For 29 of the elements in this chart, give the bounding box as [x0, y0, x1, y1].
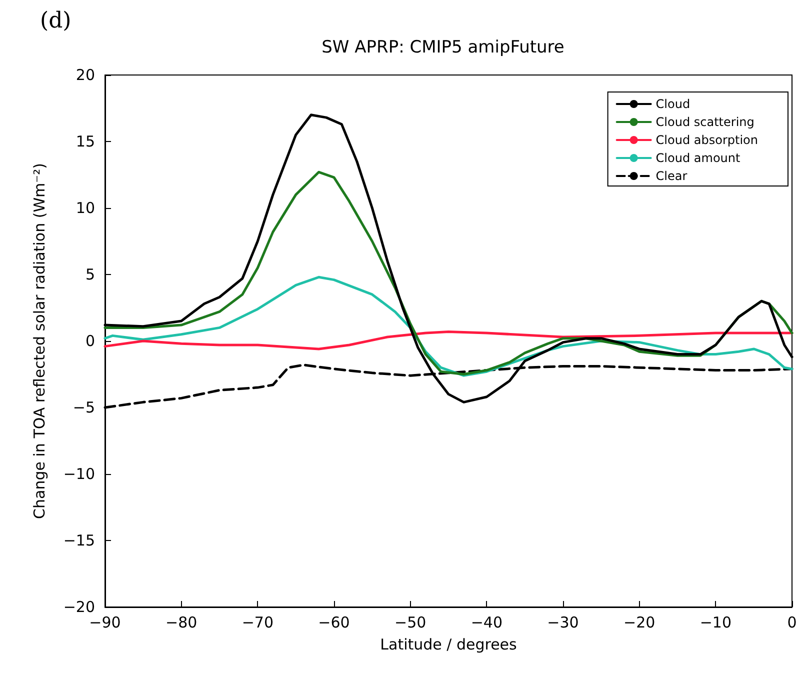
- y-tick-label: −10: [63, 465, 95, 483]
- y-tick-label: −20: [63, 598, 95, 616]
- legend-label: Cloud amount: [656, 151, 740, 165]
- line-series: [104, 330, 794, 350]
- x-tick-label: −40: [470, 614, 502, 632]
- text: (d): [40, 8, 72, 34]
- y-tick-label: −15: [63, 532, 95, 550]
- x-tick-label: −20: [624, 614, 656, 632]
- legend-label: Cloud: [656, 97, 690, 111]
- y-axis-title: Change in TOA reflected solar radiation (Wm⁻²): [30, 163, 48, 519]
- x-tick-label: −60: [318, 614, 350, 632]
- x-axis-title: Latitude / degrees: [380, 636, 518, 654]
- y-tick-label: 5: [85, 266, 95, 284]
- y-tick-label: 15: [76, 132, 95, 150]
- y-tick-label: −5: [72, 398, 95, 416]
- x-tick-label: −90: [89, 614, 121, 632]
- chart-title: SW APRP: CMIP5 amipFuture: [322, 38, 564, 58]
- x-tick-label: 0: [787, 614, 797, 632]
- legend-label: Cloud absorption: [656, 133, 758, 147]
- y-tick-label: 10: [76, 199, 95, 217]
- legend-label: Clear: [656, 169, 688, 183]
- x-tick-label: −70: [242, 614, 274, 632]
- y-tick-label: 0: [85, 332, 95, 350]
- x-tick-label: −10: [700, 614, 732, 632]
- legend-label: Cloud scattering: [656, 115, 754, 129]
- x-tick-label: −30: [547, 614, 579, 632]
- x-tick-label: −50: [394, 614, 426, 632]
- y-tick-label: 20: [76, 66, 95, 84]
- x-tick-label: −80: [166, 614, 198, 632]
